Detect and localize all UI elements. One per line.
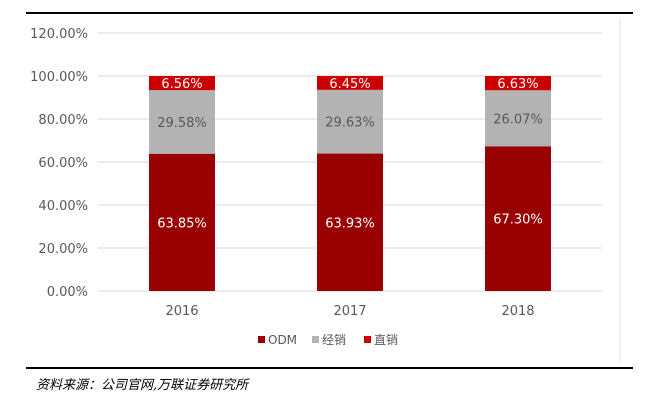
y-tick-label: 40.00% (38, 199, 88, 214)
bar-segment (149, 76, 215, 91)
y-tick-label: 100.00% (30, 70, 88, 85)
bar-segment (317, 153, 383, 291)
legend-label: 直销 (374, 333, 398, 347)
x-tick-label: 2016 (165, 304, 198, 319)
data-label: 67.30% (493, 213, 543, 228)
y-tick-label: 20.00% (38, 242, 88, 257)
x-tick-label: 2018 (501, 304, 534, 319)
x-tick-label: 2017 (333, 304, 366, 319)
data-label: 63.85% (157, 216, 207, 231)
source-note: 资料来源：公司官网,万联证券研究所 (36, 378, 249, 393)
bar-segment (149, 153, 215, 291)
data-label: 26.07% (493, 112, 543, 127)
legend-label: ODM (268, 333, 297, 347)
y-tick-label: 60.00% (38, 156, 88, 171)
data-label: 63.93% (325, 216, 375, 231)
data-label: 6.63% (497, 77, 538, 92)
bar-segment (485, 146, 551, 291)
y-tick-label: 0.00% (47, 285, 88, 300)
bar-segment (149, 90, 215, 154)
data-label: 6.56% (161, 77, 202, 92)
legend-label: 经销 (322, 333, 346, 347)
bar-segment (317, 89, 383, 154)
bar-segment (485, 90, 551, 147)
legend-swatch (312, 336, 319, 343)
bar-segment (317, 75, 383, 90)
y-tick-label: 80.00% (38, 113, 88, 128)
bar-segment (485, 76, 551, 91)
legend-swatch (258, 336, 265, 343)
legend-swatch (364, 336, 371, 343)
data-label: 29.63% (325, 116, 375, 131)
data-label: 6.45% (329, 77, 370, 92)
data-label: 29.58% (157, 116, 207, 131)
y-tick-label: 120.00% (30, 27, 88, 42)
